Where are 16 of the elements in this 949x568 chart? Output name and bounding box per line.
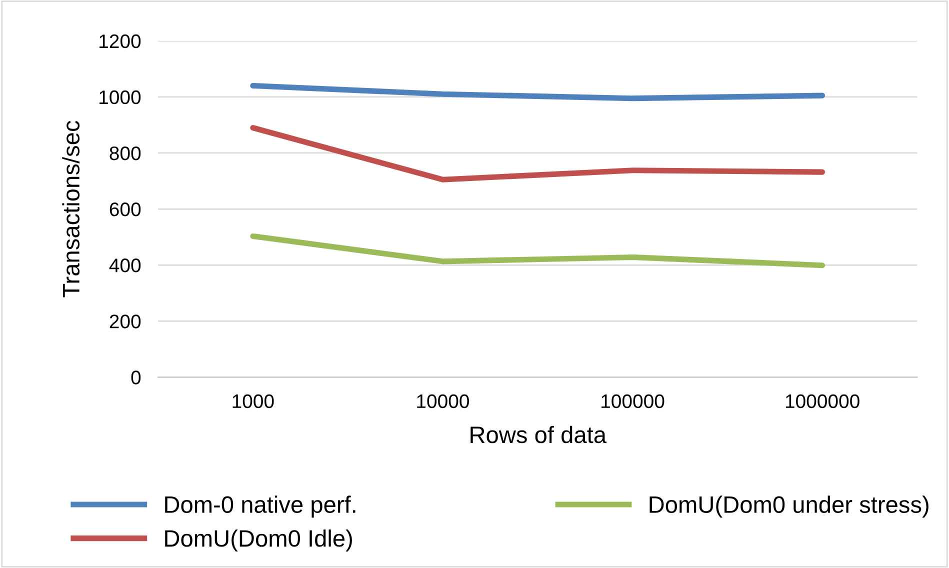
x-tick-label: 1000 xyxy=(232,394,274,408)
y-tick-label: 1200 xyxy=(100,34,141,48)
x-axis-title: Rows of data xyxy=(470,426,607,444)
y-tick-label: 1000 xyxy=(100,90,141,104)
x-tick-label: 10000 xyxy=(417,394,469,408)
legend-label: DomU(Dom0 Idle) xyxy=(165,529,352,552)
y-tick-label: 0 xyxy=(131,370,141,384)
y-tick-label: 800 xyxy=(110,146,141,160)
x-tick-label: 1000000 xyxy=(786,394,860,408)
y-tick-label: 400 xyxy=(109,258,141,272)
legend-label: Dom-0 native perf. xyxy=(165,496,356,518)
x-tick-label: 100000 xyxy=(602,394,664,408)
y-tick-label: 200 xyxy=(110,314,141,328)
y-axis-title: Transactions/sec xyxy=(62,120,80,298)
y-tick-label: 600 xyxy=(110,202,141,216)
legend-label: DomU(Dom0 under stress) xyxy=(650,496,928,518)
